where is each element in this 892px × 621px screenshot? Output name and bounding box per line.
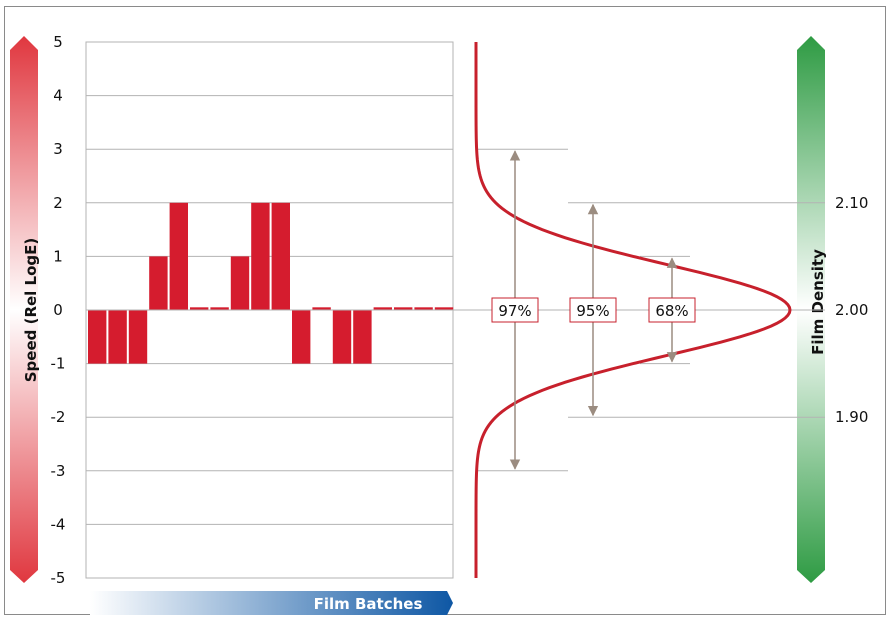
batch-bar bbox=[414, 307, 433, 310]
y-tick-label: 1 bbox=[53, 247, 63, 265]
batch-bar bbox=[88, 310, 107, 364]
x-axis-label: Film Batches bbox=[314, 595, 423, 613]
batch-bar bbox=[108, 310, 127, 364]
y-tick-label: -5 bbox=[51, 569, 66, 587]
batch-bar bbox=[210, 307, 229, 310]
interval-label: 97% bbox=[498, 302, 531, 320]
interval-label: 95% bbox=[576, 302, 609, 320]
batch-bar bbox=[128, 310, 148, 364]
y-tick-label: -4 bbox=[51, 515, 66, 533]
density-tick-label: 2.00 bbox=[835, 301, 868, 319]
y-tick-label: 5 bbox=[53, 33, 63, 51]
density-tick-label: 1.90 bbox=[835, 408, 868, 426]
interval-label-box bbox=[648, 297, 696, 323]
batch-bar bbox=[312, 307, 331, 310]
y-tick-label: -1 bbox=[51, 355, 66, 373]
speed-scale-bar bbox=[10, 36, 38, 583]
batch-bar bbox=[230, 256, 250, 310]
density-axis-label: Film Density bbox=[809, 249, 827, 355]
density-tick-label: 2.10 bbox=[835, 194, 868, 212]
y-tick-label: 0 bbox=[53, 301, 63, 319]
y-axis-label: Speed (Rel LogE) bbox=[22, 238, 40, 383]
interval-label-box bbox=[569, 297, 617, 323]
y-tick-label: -2 bbox=[51, 408, 66, 426]
y-tick-label: 4 bbox=[53, 87, 63, 105]
batch-bar bbox=[169, 202, 188, 310]
interval-label-box bbox=[491, 297, 539, 323]
batch-bar bbox=[332, 310, 352, 364]
batch-bar bbox=[373, 307, 392, 310]
batch-bar bbox=[149, 256, 168, 310]
batch-bar bbox=[271, 202, 290, 310]
batch-bar bbox=[394, 307, 413, 310]
batch-bar bbox=[292, 310, 311, 364]
batch-bar bbox=[353, 310, 372, 364]
batch-bar bbox=[190, 307, 209, 310]
film-batches-arrow bbox=[90, 591, 453, 615]
batch-bar bbox=[251, 202, 270, 310]
interval-label: 68% bbox=[655, 302, 688, 320]
batch-bar bbox=[434, 307, 454, 310]
distribution-curve bbox=[474, 42, 792, 578]
y-tick-label: -3 bbox=[51, 462, 66, 480]
y-tick-label: 2 bbox=[53, 194, 63, 212]
y-tick-label: 3 bbox=[53, 140, 63, 158]
